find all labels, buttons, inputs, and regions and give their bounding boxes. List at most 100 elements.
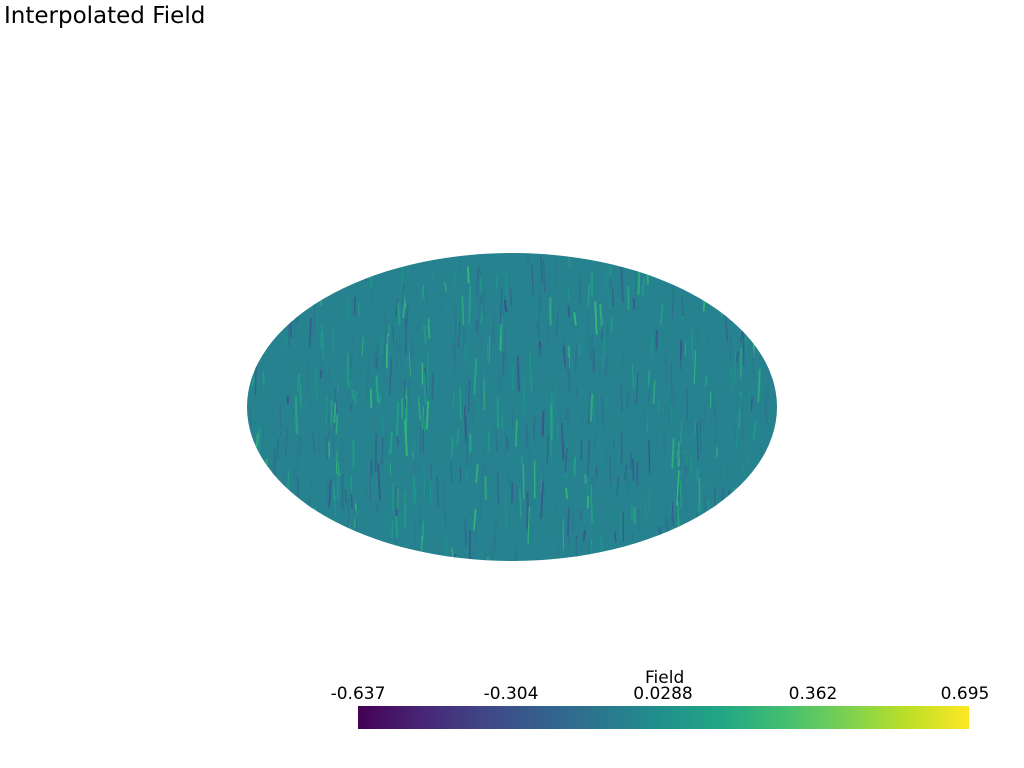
field-texture-stroke <box>741 288 745 302</box>
field-texture-stroke <box>461 295 465 325</box>
field-texture-stroke <box>415 286 419 307</box>
field-texture-stroke <box>422 406 424 430</box>
field-texture-stroke <box>350 331 354 364</box>
field-texture-stroke <box>690 325 694 358</box>
field-texture-stroke <box>268 539 271 561</box>
field-texture-stroke <box>414 520 417 555</box>
field-texture-stroke <box>276 287 280 306</box>
field-texture-stroke <box>266 321 270 348</box>
field-texture-stroke <box>734 505 737 522</box>
field-texture-stroke <box>397 466 401 478</box>
field-texture-stroke <box>403 419 408 456</box>
field-texture-stroke <box>423 464 426 496</box>
field-texture-stroke <box>480 292 484 314</box>
field-texture-stroke <box>697 387 701 416</box>
field-texture-stroke <box>537 293 542 330</box>
field-texture-stroke <box>656 437 660 446</box>
field-texture-stroke <box>262 538 264 561</box>
field-texture-stroke <box>575 386 579 397</box>
field-texture-stroke <box>394 472 397 498</box>
field-texture-stroke <box>271 474 275 512</box>
field-texture-stroke <box>309 481 313 511</box>
field-texture-stroke <box>331 312 334 329</box>
field-texture-stroke <box>251 283 256 295</box>
field-texture-stroke <box>680 452 682 471</box>
field-texture-stroke <box>671 285 675 322</box>
field-texture-stroke <box>276 298 280 329</box>
field-texture-stroke <box>493 477 497 511</box>
field-texture-stroke <box>480 292 483 305</box>
field-texture-stroke <box>287 470 290 489</box>
field-texture-stroke <box>739 397 743 411</box>
field-texture-stroke <box>323 261 327 291</box>
field-texture-stroke <box>408 348 412 378</box>
field-texture-stroke <box>487 430 490 451</box>
field-texture-stroke <box>521 292 526 301</box>
field-texture-stroke <box>709 391 712 409</box>
field-texture-stroke <box>566 489 570 515</box>
field-texture-stroke <box>644 494 647 525</box>
field-texture-stroke <box>505 270 508 307</box>
colorbar-tick-label: -0.304 <box>483 684 539 704</box>
field-texture-stroke <box>500 370 504 392</box>
colorbar-gradient <box>358 706 969 729</box>
field-texture-stroke <box>496 273 498 289</box>
field-texture-stroke <box>645 359 649 390</box>
field-texture-stroke <box>294 396 298 435</box>
field-texture-stroke <box>673 537 676 561</box>
field-texture-stroke <box>281 284 284 307</box>
field-texture-stroke <box>397 479 402 499</box>
field-texture-stroke <box>598 393 601 408</box>
field-texture-stroke <box>273 479 276 501</box>
field-texture-stroke <box>565 488 568 499</box>
field-texture-stroke <box>480 327 483 353</box>
field-texture-stroke <box>481 473 484 503</box>
field-texture-stroke <box>403 292 406 302</box>
field-texture-stroke <box>600 534 604 561</box>
field-texture-stroke <box>472 546 476 560</box>
field-texture-stroke <box>394 298 399 317</box>
field-texture-stroke <box>760 531 764 554</box>
field-texture-stroke <box>604 398 608 411</box>
field-texture-stroke <box>324 262 328 276</box>
field-texture-stroke <box>296 279 300 302</box>
field-texture-stroke <box>747 386 751 413</box>
field-texture-stroke <box>389 462 392 478</box>
field-texture-stroke <box>315 258 317 276</box>
field-texture-stroke <box>606 268 609 298</box>
field-texture-stroke <box>586 496 590 509</box>
field-texture-stroke <box>392 371 395 392</box>
field-texture-stroke <box>426 315 429 325</box>
field-texture-stroke <box>683 449 688 466</box>
field-texture-stroke <box>705 539 708 552</box>
field-texture-stroke <box>396 339 398 374</box>
field-texture-stroke <box>247 481 249 518</box>
field-texture-stroke <box>540 480 544 519</box>
field-texture-stroke <box>669 402 673 426</box>
field-texture-stroke <box>275 271 278 308</box>
field-texture-stroke <box>724 311 728 342</box>
field-texture-stroke <box>361 337 364 357</box>
field-texture-stroke <box>768 335 773 352</box>
field-texture-stroke <box>497 365 501 391</box>
field-texture-stroke <box>664 422 668 432</box>
field-texture-stroke <box>466 434 469 465</box>
field-texture-stroke <box>741 407 744 443</box>
field-texture-stroke <box>403 378 407 410</box>
field-texture-stroke <box>396 489 399 510</box>
field-texture-stroke <box>263 384 265 421</box>
field-texture-stroke <box>375 375 380 402</box>
field-texture-stroke <box>715 496 718 506</box>
field-texture-stroke <box>702 293 706 312</box>
field-texture-stroke <box>712 393 715 420</box>
field-texture-stroke <box>622 354 625 363</box>
field-texture-stroke <box>729 275 734 314</box>
field-texture-stroke <box>688 452 691 472</box>
field-texture-stroke <box>704 376 708 387</box>
field-texture-stroke <box>279 553 283 561</box>
field-texture-stroke <box>760 306 765 335</box>
colorbar-tick-label: 0.362 <box>788 684 838 704</box>
field-texture-stroke <box>496 397 500 429</box>
